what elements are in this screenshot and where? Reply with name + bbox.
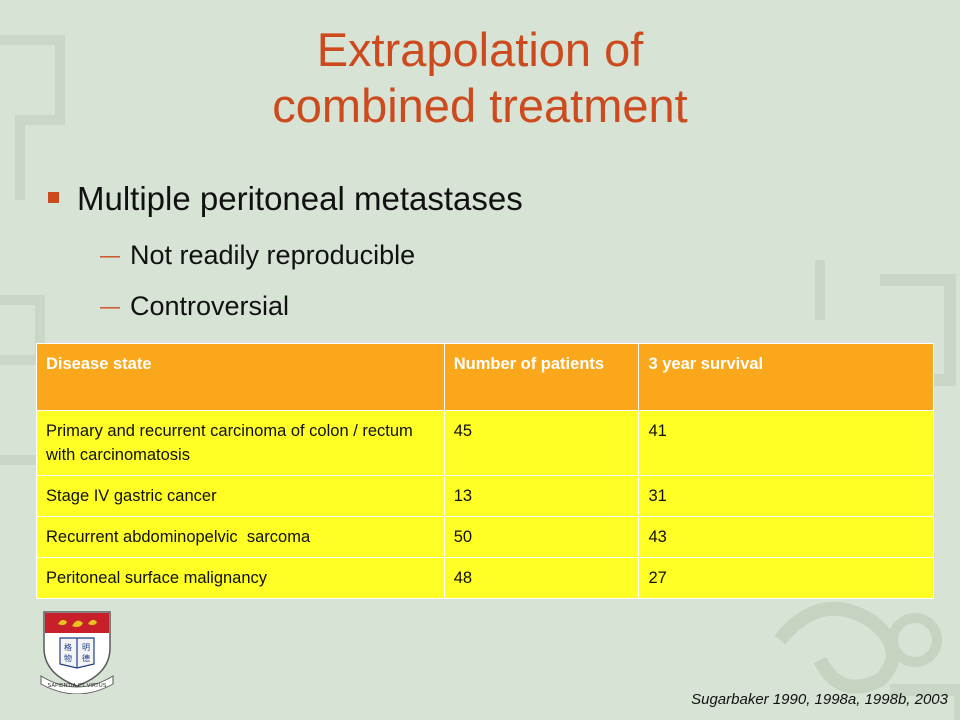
- slide-title: Extrapolation of combined treatment: [0, 22, 960, 134]
- table-row: Peritoneal surface malignancy 48 27: [36, 557, 934, 599]
- university-crest-logo: 格 明 物 德 SAPIENTIA ET VIRTUS: [40, 611, 114, 694]
- slide-title-line-2: combined treatment: [272, 79, 688, 132]
- crest-char-2: 明: [82, 643, 90, 652]
- table-row: Primary and recurrent carcinoma of colon…: [36, 410, 934, 476]
- cell-number-of-patients: 13: [443, 475, 640, 517]
- square-bullet-icon: [48, 192, 59, 203]
- cell-disease-state: Stage IV gastric cancer: [36, 475, 445, 517]
- main-bullet-text: Multiple peritoneal metastases: [77, 180, 523, 217]
- crest-char-4: 德: [82, 653, 90, 663]
- cell-disease-state: Primary and recurrent carcinoma of colon…: [36, 410, 445, 476]
- crest-char-1: 格: [64, 642, 72, 652]
- sub-bullet-2-text: Controversial: [130, 291, 290, 321]
- main-bullet: Multiple peritoneal metastases: [48, 180, 523, 218]
- table-header-row: Disease state Number of patients 3 year …: [36, 343, 934, 411]
- header-3-year-survival: 3 year survival: [638, 343, 934, 411]
- cell-3-year-survival: 43: [638, 516, 934, 558]
- survival-table: Disease state Number of patients 3 year …: [36, 343, 934, 599]
- citation: Sugarbaker 1990, 1998a, 1998b, 2003: [691, 691, 948, 708]
- dash-bullet-icon: —: [100, 296, 120, 318]
- cell-3-year-survival: 41: [638, 410, 934, 476]
- cell-number-of-patients: 50: [443, 516, 640, 558]
- table-row: Recurrent abdominopelvic sarcoma 50 43: [36, 516, 934, 558]
- header-disease-state: Disease state: [36, 343, 445, 411]
- crest-char-3: 物: [64, 653, 72, 663]
- sub-bullet-1-text: Not readily reproducible: [130, 240, 416, 270]
- cell-3-year-survival: 31: [638, 475, 934, 517]
- slide-title-line-1: Extrapolation of: [316, 23, 644, 76]
- crest-motto: SAPIENTIA ET VIRTUS: [48, 683, 107, 689]
- sub-bullet-1: — Not readily reproducible: [100, 240, 415, 271]
- table-row: Stage IV gastric cancer 13 31: [36, 475, 934, 517]
- header-number-of-patients: Number of patients: [443, 343, 640, 411]
- cell-number-of-patients: 45: [443, 410, 640, 476]
- sub-bullet-2: — Controversial: [100, 291, 289, 322]
- cell-disease-state: Peritoneal surface malignancy: [36, 557, 445, 599]
- cell-disease-state: Recurrent abdominopelvic sarcoma: [36, 516, 445, 558]
- cell-number-of-patients: 48: [443, 557, 640, 599]
- cell-3-year-survival: 27: [638, 557, 934, 599]
- dash-bullet-icon: —: [100, 245, 120, 267]
